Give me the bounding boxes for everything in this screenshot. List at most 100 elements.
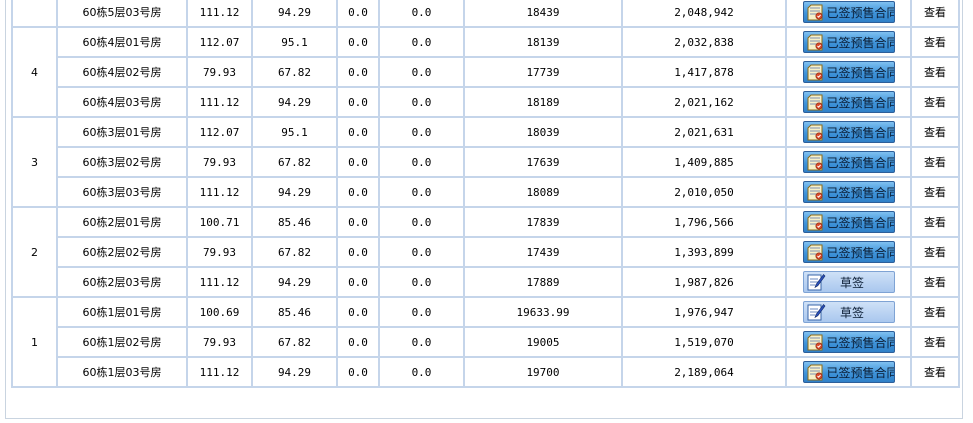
- total-price-cell: 2,048,942: [621, 0, 787, 28]
- unit-price-cell: 18039: [463, 116, 623, 148]
- view-link[interactable]: 查看: [910, 176, 960, 208]
- area-b-cell: 67.82: [251, 326, 338, 358]
- table-row: 60栋4层03号房 111.12 94.29 0.0 0.0 18189 2,021,162…: [12, 86, 960, 118]
- total-price-cell: 2,021,631: [621, 116, 787, 148]
- view-link[interactable]: 查看: [910, 356, 960, 388]
- unit-price-cell: 18189: [463, 86, 623, 118]
- value-2-cell: 0.0: [378, 266, 465, 298]
- value-1-cell: 0.0: [336, 356, 380, 388]
- view-link[interactable]: 查看: [910, 116, 960, 148]
- unit-price-cell: 17439: [463, 236, 623, 268]
- value-2-cell: 0.0: [378, 56, 465, 88]
- view-link[interactable]: 查看: [910, 236, 960, 268]
- signed-contract-button[interactable]: 已签预售合同: [802, 61, 895, 83]
- status-cell: 已签预售合同: [785, 86, 912, 118]
- status-cell: 草签: [785, 266, 912, 298]
- value-2-cell: 0.0: [378, 356, 465, 388]
- unit-price-cell: 19005: [463, 326, 623, 358]
- total-price-cell: 2,010,050: [621, 176, 787, 208]
- status-cell: 已签预售合同: [785, 26, 912, 58]
- room-name-cell: 60栋3层03号房: [56, 176, 188, 208]
- contract-doc-icon: [807, 244, 823, 261]
- status-label: 草签: [839, 305, 864, 320]
- draft-contract-button[interactable]: 草签: [802, 271, 895, 293]
- area-b-cell: 67.82: [251, 236, 338, 268]
- area-a-cell: 79.93: [186, 146, 253, 178]
- contract-doc-icon: [807, 64, 823, 81]
- room-name-cell: 60栋3层01号房: [56, 116, 188, 148]
- value-2-cell: 0.0: [378, 0, 465, 28]
- unit-price-cell: 19633.99: [463, 296, 623, 328]
- signed-contract-button[interactable]: 已签预售合同: [802, 91, 895, 113]
- value-1-cell: 0.0: [336, 0, 380, 28]
- room-name-cell: 60栋2层01号房: [56, 206, 188, 238]
- unit-price-cell: 18089: [463, 176, 623, 208]
- area-b-cell: 67.82: [251, 56, 338, 88]
- area-a-cell: 111.12: [186, 86, 253, 118]
- view-link[interactable]: 查看: [910, 206, 960, 238]
- signed-contract-button[interactable]: 已签预售合同: [802, 361, 895, 383]
- signed-contract-button[interactable]: 已签预售合同: [802, 31, 895, 53]
- room-name-cell: 60栋5层03号房: [56, 0, 188, 28]
- total-price-cell: 1,976,947: [621, 296, 787, 328]
- signed-contract-button[interactable]: 已签预售合同: [802, 331, 895, 353]
- total-price-cell: 2,189,064: [621, 356, 787, 388]
- floor-cell: 3: [11, 116, 58, 208]
- pen-paper-icon: [807, 304, 825, 321]
- area-b-cell: 85.46: [251, 206, 338, 238]
- signed-contract-button[interactable]: 已签预售合同: [802, 211, 895, 233]
- table-row: 60栋1层02号房 79.93 67.82 0.0 0.0 19005 1,519,070 已…: [12, 326, 960, 358]
- status-cell: 已签预售合同: [785, 236, 912, 268]
- total-price-cell: 1,409,885: [621, 146, 787, 178]
- unit-price-cell: 18439: [463, 0, 623, 28]
- status-cell: 已签预售合同: [785, 56, 912, 88]
- contract-doc-icon: [807, 124, 823, 141]
- value-2-cell: 0.0: [378, 146, 465, 178]
- signed-contract-button[interactable]: 已签预售合同: [802, 181, 895, 203]
- value-2-cell: 0.0: [378, 206, 465, 238]
- view-link[interactable]: 查看: [910, 86, 960, 118]
- area-a-cell: 112.07: [186, 116, 253, 148]
- draft-contract-button[interactable]: 草签: [802, 301, 895, 323]
- room-name-cell: 60栋4层02号房: [56, 56, 188, 88]
- room-name-cell: 60栋1层03号房: [56, 356, 188, 388]
- signed-contract-button[interactable]: 已签预售合同: [802, 121, 895, 143]
- value-1-cell: 0.0: [336, 206, 380, 238]
- view-link[interactable]: 查看: [910, 26, 960, 58]
- area-a-cell: 111.12: [186, 176, 253, 208]
- area-a-cell: 100.69: [186, 296, 253, 328]
- table-row: 60栋4层02号房 79.93 67.82 0.0 0.0 17739 1,417,878 已…: [12, 56, 960, 88]
- view-link[interactable]: 查看: [910, 146, 960, 178]
- table-row: 60栋2层03号房 111.12 94.29 0.0 0.0 17889 1,987,826…: [12, 266, 960, 298]
- status-label: 已签预售合同: [826, 125, 895, 140]
- status-cell: 已签预售合同: [785, 206, 912, 238]
- table-row: 1 60栋1层01号房 100.69 85.46 0.0 0.0 19633.99 1,976…: [11, 296, 960, 388]
- area-b-cell: 85.46: [251, 296, 338, 328]
- value-1-cell: 0.0: [336, 176, 380, 208]
- status-cell: 已签预售合同: [785, 176, 912, 208]
- view-link[interactable]: 查看: [910, 296, 960, 328]
- contract-doc-icon: [807, 94, 823, 111]
- status-label: 草签: [839, 275, 864, 290]
- status-cell: 已签预售合同: [785, 326, 912, 358]
- value-2-cell: 0.0: [378, 236, 465, 268]
- unit-price-cell: 17889: [463, 266, 623, 298]
- signed-contract-button[interactable]: 已签预售合同: [802, 151, 895, 173]
- status-label: 已签预售合同: [826, 35, 895, 50]
- floor-cell: [11, 0, 58, 28]
- signed-contract-button[interactable]: 已签预售合同: [802, 1, 895, 23]
- table-row: 60栋3层02号房 79.93 67.82 0.0 0.0 17639 1,409,885 已…: [12, 146, 960, 178]
- value-2-cell: 0.0: [378, 86, 465, 118]
- status-label: 已签预售合同: [826, 215, 895, 230]
- view-link[interactable]: 查看: [910, 0, 960, 28]
- value-2-cell: 0.0: [378, 26, 465, 58]
- table-row: 4 60栋4层01号房 112.07 95.1 0.0 0.0 18139 2,032,838…: [11, 26, 960, 118]
- signed-contract-button[interactable]: 已签预售合同: [802, 241, 895, 263]
- value-2-cell: 0.0: [378, 116, 465, 148]
- view-link[interactable]: 查看: [910, 56, 960, 88]
- room-name-cell: 60栋4层01号房: [56, 26, 188, 58]
- table-row: 2 60栋2层01号房 100.71 85.46 0.0 0.0 17839 1,796,56…: [11, 206, 960, 298]
- view-link[interactable]: 查看: [910, 266, 960, 298]
- total-price-cell: 2,021,162: [621, 86, 787, 118]
- view-link[interactable]: 查看: [910, 326, 960, 358]
